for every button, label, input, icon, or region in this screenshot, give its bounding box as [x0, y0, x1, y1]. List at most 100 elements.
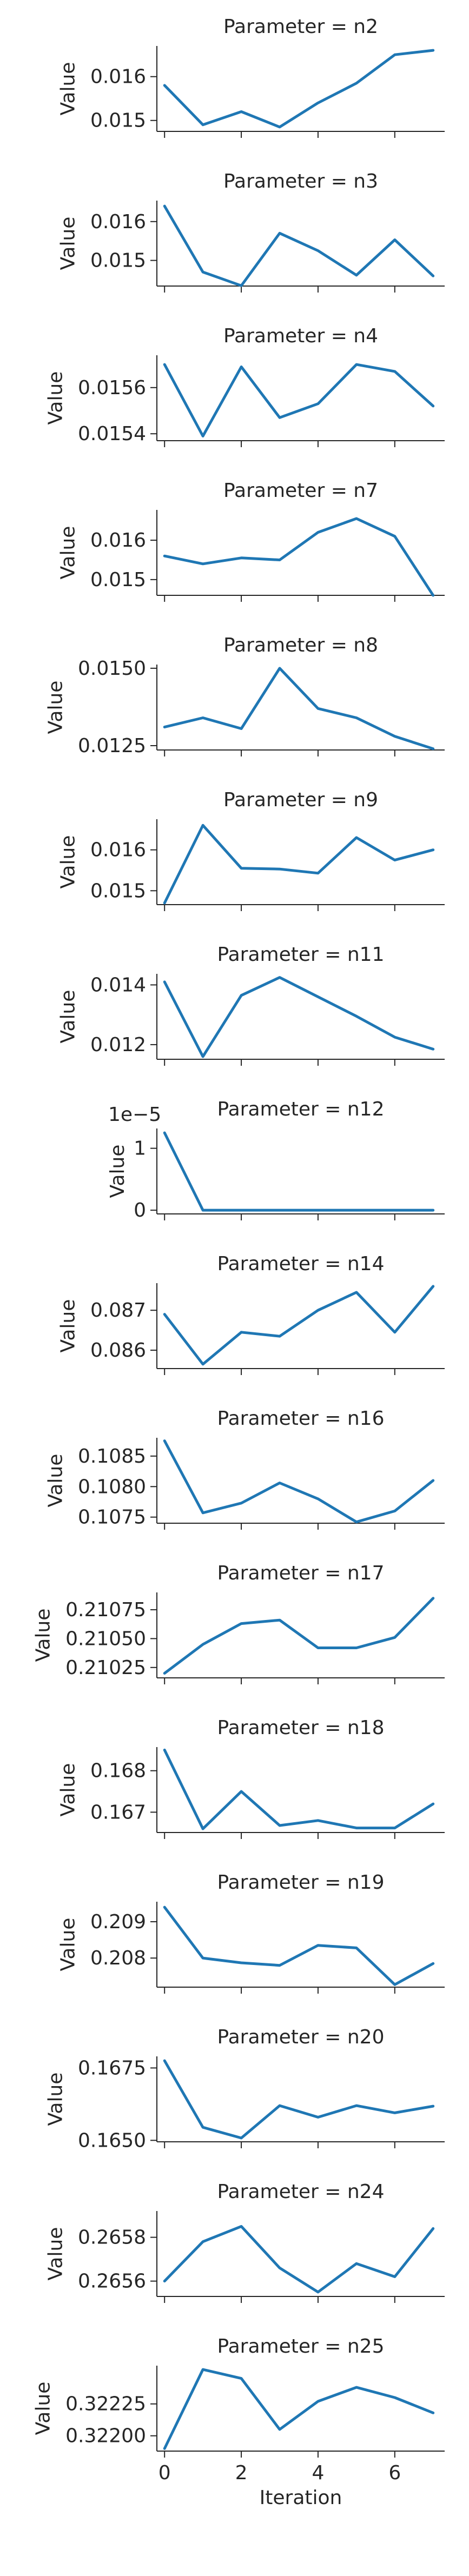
- series-line: [163, 824, 435, 905]
- y-axis-label: Value: [57, 526, 80, 580]
- y-tick-label: 0: [134, 1199, 146, 1221]
- y-tick-label: 0.016: [90, 839, 146, 861]
- y-tick-label: 0.016: [90, 66, 146, 88]
- series-line: [163, 204, 435, 287]
- y-tick-label: 0.32225: [65, 2393, 146, 2415]
- y-tick-label: 0.016: [90, 211, 146, 233]
- y-tick-label: 1: [134, 1138, 146, 1160]
- panel-14: Parameter = n20 0.1650 0.1675 Value: [45, 2026, 445, 2152]
- series-line: [163, 363, 435, 437]
- panel-1: Parameter = n2 0.015 0.016 Value: [57, 16, 445, 138]
- panel-title: Parameter = n25: [217, 2335, 385, 2358]
- y-axis-label: Value: [57, 217, 80, 270]
- panel-15: Parameter = n24 0.2656 0.2658 Value: [45, 2181, 445, 2303]
- y-tick-label: 0.2658: [78, 2227, 146, 2249]
- panel-4: Parameter = n7 0.015 0.016 Value: [57, 480, 445, 602]
- y-tick-label: 0.167: [90, 1801, 146, 1823]
- y-tick-label: 0.0150: [78, 658, 146, 680]
- panel-9: Parameter = n14 0.086 0.087 Value: [57, 1253, 445, 1375]
- y-tick-label: 0.015: [90, 110, 146, 132]
- panel-13: Parameter = n19 0.208 0.209 Value: [57, 1871, 445, 1994]
- series-line: [163, 2225, 435, 2294]
- y-axis-label: Value: [107, 1145, 129, 1198]
- y-axis-label: Value: [57, 835, 80, 889]
- panel-title: Parameter = n17: [217, 1562, 385, 1584]
- y-axis-label: Value: [57, 1299, 80, 1353]
- y-tick-label: 0.087: [90, 1299, 146, 1322]
- series-line: [163, 1439, 435, 1524]
- panel-11: Parameter = n17 0.21025 0.21050 0.21075 Valu…: [32, 1562, 445, 1684]
- series-line: [163, 2368, 435, 2450]
- panel-title: Parameter = n2: [223, 16, 378, 38]
- y-tick-label: 0.208: [90, 1947, 146, 1969]
- panel-title: Parameter = n14: [217, 1253, 385, 1275]
- panel-title: Parameter = n9: [223, 789, 378, 811]
- y-tick-label: 0.0125: [78, 735, 146, 757]
- panel-title: Parameter = n8: [223, 634, 378, 656]
- panel-title: Parameter = n3: [223, 170, 378, 192]
- series-line: [163, 976, 435, 1058]
- y-tick-label: 0.015: [90, 880, 146, 902]
- panel-title: Parameter = n20: [217, 2026, 385, 2048]
- y-axis-label: Value: [57, 1918, 80, 1971]
- y-tick-label: 0.015: [90, 250, 146, 272]
- y-axis-label: Value: [32, 1609, 55, 1662]
- panel-7: Parameter = n11 0.012 0.014 Value: [57, 944, 445, 1066]
- x-axis-label: Iteration: [260, 2487, 342, 2509]
- y-tick-label: 0.21075: [65, 1599, 146, 1621]
- panel-10: Parameter = n16 0.1075 0.1080 0.1085 Value: [45, 1407, 445, 1530]
- y-tick-label: 0.1650: [78, 2129, 146, 2152]
- panel-6: Parameter = n9 0.015 0.016 Value: [57, 789, 445, 911]
- x-tick-label: 2: [235, 2462, 248, 2484]
- panel-title: Parameter = n16: [217, 1407, 385, 1430]
- panel-5: Parameter = n8 0.0125 0.0150 Value: [45, 634, 445, 757]
- y-axis-label: Value: [45, 681, 67, 734]
- panel-title: Parameter = n18: [217, 1717, 385, 1739]
- y-tick-label: 0.012: [90, 1034, 146, 1056]
- y-axis-label: Value: [32, 2382, 55, 2435]
- x-tick-label: 0: [158, 2462, 171, 2484]
- y-axis-label: Value: [45, 2227, 67, 2281]
- y-tick-label: 0.1075: [78, 1506, 146, 1529]
- series-line: [163, 1285, 435, 1366]
- series-line: [163, 517, 435, 597]
- series-line: [163, 49, 435, 129]
- y-axis-label: Value: [45, 2073, 67, 2126]
- y-axis-label: Value: [57, 990, 80, 1044]
- y-tick-label: 0.1675: [78, 2057, 146, 2079]
- y-tick-label: 0.016: [90, 529, 146, 552]
- y-axis-label: Value: [57, 62, 80, 116]
- series-line: [163, 1748, 435, 1830]
- y-tick-label: 0.0154: [78, 423, 146, 445]
- y-tick-label: 0.0156: [78, 377, 146, 399]
- y-tick-label: 0.014: [90, 974, 146, 996]
- panel-title: Parameter = n11: [217, 944, 385, 966]
- y-tick-label: 0.1080: [78, 1476, 146, 1498]
- y-tick-label: 0.21025: [65, 1657, 146, 1679]
- y-axis-label: Value: [57, 1763, 80, 1817]
- y-tick-label: 0.168: [90, 1760, 146, 1782]
- panel-16: Parameter = n25 0.32200 0.32225 Value 0 2 4 6 It…: [32, 2335, 445, 2509]
- x-tick-label: 4: [312, 2462, 324, 2484]
- y-tick-label: 0.2656: [78, 2270, 146, 2293]
- y-tick-label: 0.086: [90, 1339, 146, 1362]
- y-axis-label: Value: [45, 371, 67, 425]
- series-line: [163, 667, 435, 751]
- series-line: [163, 1131, 435, 1212]
- offset-text: 1e−5: [108, 1104, 161, 1126]
- series-line: [163, 2059, 435, 2140]
- y-axis-label: Value: [45, 1454, 67, 1508]
- y-tick-label: 0.32200: [65, 2425, 146, 2447]
- y-tick-label: 0.1085: [78, 1445, 146, 1468]
- y-tick-label: 0.21050: [65, 1628, 146, 1650]
- panel-title: Parameter = n24: [217, 2181, 385, 2203]
- panel-title: Parameter = n12: [217, 1098, 385, 1120]
- panel-3: Parameter = n4 0.0154 0.0156 Value: [45, 325, 445, 447]
- series-line: [163, 1906, 435, 1986]
- y-tick-label: 0.015: [90, 569, 146, 591]
- panel-title: Parameter = n7: [223, 480, 378, 502]
- panel-title: Parameter = n19: [217, 1871, 385, 1894]
- x-tick-label: 6: [388, 2462, 401, 2484]
